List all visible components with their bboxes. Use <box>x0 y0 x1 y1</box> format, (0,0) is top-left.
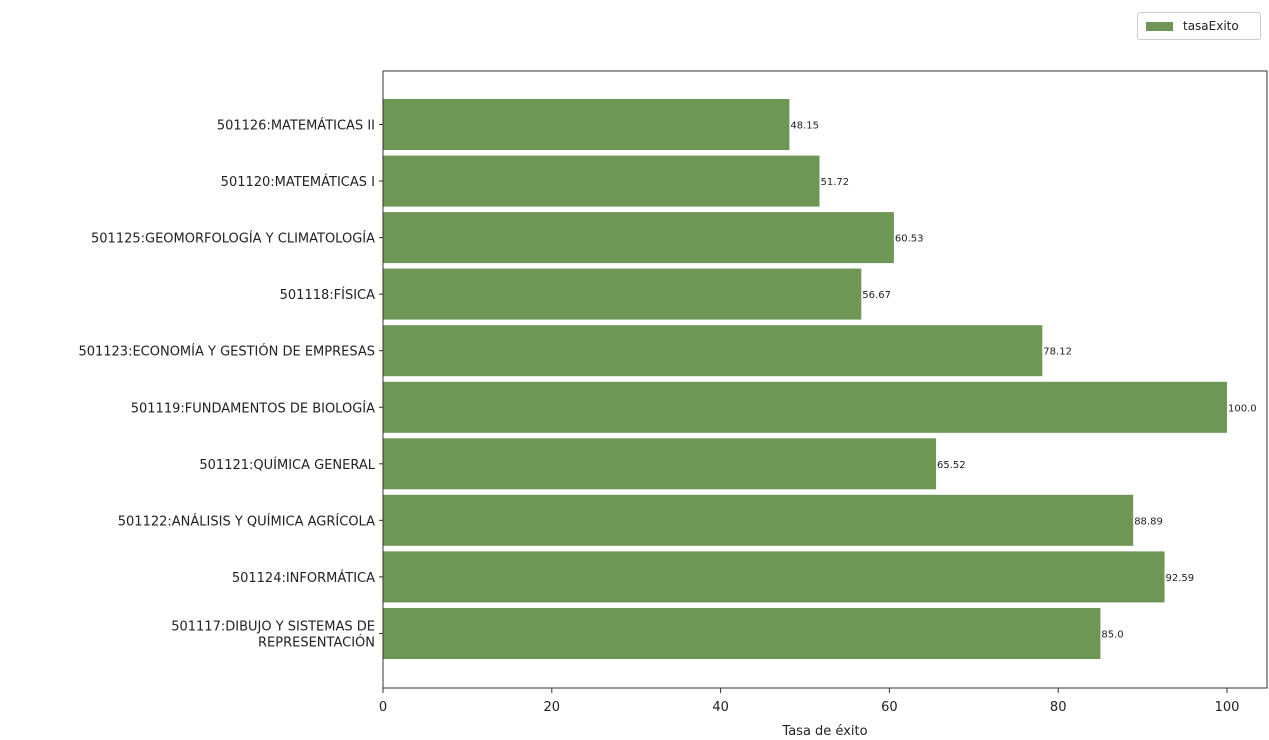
value-label: 65.52 <box>937 460 966 471</box>
value-label: 78.12 <box>1043 347 1072 358</box>
value-label: 60.53 <box>895 234 924 245</box>
legend: tasaExito <box>1137 12 1261 40</box>
legend-label: tasaExito <box>1183 19 1239 33</box>
plot-frame <box>382 70 1268 689</box>
x-tick-label: 0 <box>379 700 387 715</box>
value-label: 51.72 <box>821 177 850 188</box>
x-tick-label: 100 <box>1215 700 1240 715</box>
legend-swatch <box>1146 21 1173 31</box>
y-tick-label: 501124:INFORMÁTICA <box>232 570 375 586</box>
y-tick-label: 501125:GEOMORFOLOGÍA Y CLIMATOLOGÍA <box>91 231 375 247</box>
bar <box>383 212 894 264</box>
bar <box>383 438 936 490</box>
x-tick-label: 40 <box>712 700 729 715</box>
bar <box>383 608 1101 659</box>
bar <box>383 268 862 320</box>
value-label: 56.67 <box>862 290 891 301</box>
y-tick-label: 501117:DIBUJO Y SISTEMAS DE REPRESENTACIÓ… <box>171 620 375 651</box>
y-tick-label: 501120:MATEMÁTICAS I <box>221 174 375 190</box>
x-tick-label: 80 <box>1050 700 1067 715</box>
value-label: 48.15 <box>790 121 819 132</box>
y-tick-label: 501123:ECONOMÍA Y GESTIÓN DE EMPRESAS <box>78 344 375 360</box>
y-tick-label: 501121:QUÍMICA GENERAL <box>199 457 375 473</box>
x-ticks-group: 0 20 40 60 80 100 <box>379 688 1240 715</box>
value-label: 85.0 <box>1101 630 1123 641</box>
y-tick-label: 501119:FUNDAMENTOS DE BIOLOGÍA <box>131 400 375 416</box>
y-tick-label: 501118:FÍSICA <box>280 287 375 303</box>
bar <box>383 494 1134 546</box>
x-tick-label: 20 <box>544 700 561 715</box>
bar <box>383 381 1227 433</box>
x-tick-label: 60 <box>881 700 898 715</box>
value-label: 92.59 <box>1166 573 1195 584</box>
bars-group <box>383 99 1227 659</box>
value-label: 88.89 <box>1134 516 1163 527</box>
bar <box>383 99 790 150</box>
bar <box>383 551 1165 603</box>
bar <box>383 325 1043 377</box>
y-tick-label: 501126:MATEMÁTICAS II <box>217 118 375 134</box>
y-tick-label: 501122:ANÁLISIS Y QUÍMICA AGRÍCOLA <box>118 513 375 529</box>
value-label: 100.0 <box>1228 403 1257 414</box>
y-tick-labels-group: 501126:MATEMÁTICAS II 501120:MATEMÁTICAS … <box>78 118 383 651</box>
bar <box>383 155 820 207</box>
x-axis-label: Tasa de éxito <box>781 724 867 739</box>
value-labels-group: 48.15 51.72 60.53 56.67 78.12 100.0 65.52 88.89… <box>790 121 1256 641</box>
